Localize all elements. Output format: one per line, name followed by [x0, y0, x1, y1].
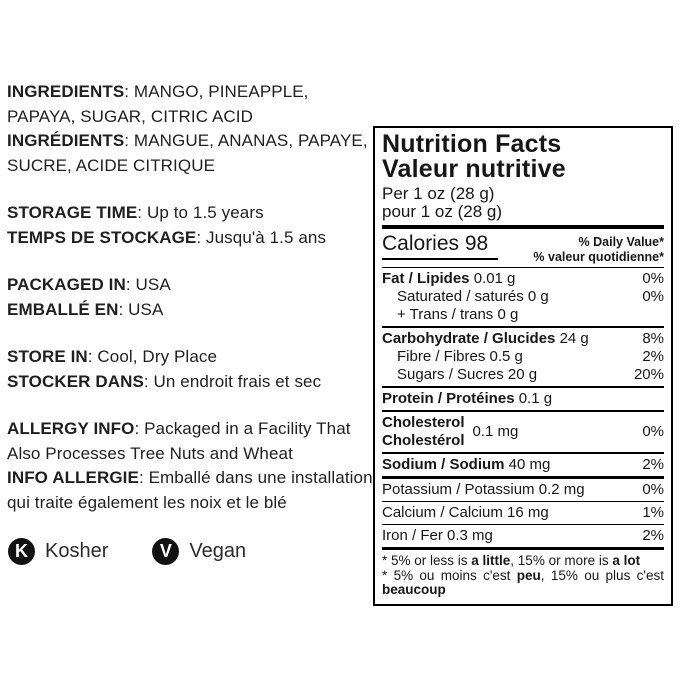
- store-in-text-en: : Cool, Dry Place: [87, 347, 218, 366]
- storage-time-text-en: : Up to 1.5 years: [137, 203, 264, 222]
- divider: [382, 326, 664, 328]
- allergy-info-label-en: ALLERGY INFO: [7, 419, 135, 438]
- cholesterol-amount: 0.1 mg: [472, 423, 519, 440]
- allergy-info-text-en: : Packaged in a Facility That Also Proce…: [7, 419, 351, 463]
- storage-time-block: STORAGE TIME: Up to 1.5 years TEMPS DE S…: [7, 201, 375, 250]
- iron-dv: 2%: [642, 527, 664, 544]
- nutrient-row-fat: Fat / Lipides 0.01 g 0%: [382, 270, 664, 288]
- allergy-info-text-fr: : Emballé dans une installation qui trai…: [7, 468, 373, 512]
- cholesterol-name-en: Cholesterol: [382, 414, 465, 431]
- divider: [382, 410, 664, 412]
- fat-amount: 0.01 g: [473, 270, 516, 287]
- sodium-name: Sodium / Sodium: [382, 456, 505, 473]
- saturated-dv: 0%: [642, 288, 664, 305]
- footnote-fr: * 5% ou moins c'est peu, 15% ou plus c'e…: [382, 567, 664, 597]
- nutrient-row-saturated: Saturated / saturés 0 g 0%: [382, 288, 664, 306]
- fat-name: Fat / Lipides: [382, 270, 470, 287]
- nutrient-row-sugars: Sugars / Sucres 20 g 20%: [382, 366, 664, 384]
- ingredients-text-en: : MANGO, PINEAPPLE, PAPAYA, SUGAR, CITRI…: [7, 82, 309, 126]
- certification-badges: K Kosher V Vegan: [8, 538, 375, 565]
- cholesterol-name-fr: Cholestérol: [382, 432, 465, 449]
- sodium-dv: 2%: [642, 456, 664, 473]
- allergy-info-label-fr: INFO ALLERGIE: [7, 468, 139, 487]
- nutrient-row-trans: + Trans / trans 0 g: [382, 306, 664, 324]
- calcium-name: Calcium / Calcium 16 mg: [382, 504, 549, 521]
- divider-thick-top: [382, 225, 664, 229]
- packaged-in-text-fr: : USA: [118, 299, 164, 319]
- vegan-label: Vegan: [189, 540, 247, 562]
- divider: [382, 547, 664, 550]
- divider: [382, 524, 664, 525]
- fat-dv: 0%: [642, 270, 664, 287]
- divider: [382, 501, 664, 502]
- nutrition-title-en: Nutrition Facts: [382, 130, 562, 158]
- calcium-dv: 1%: [642, 504, 664, 521]
- divider: [382, 267, 664, 268]
- store-in-label-en: STORE IN: [7, 347, 88, 366]
- vegan-icon: V: [152, 538, 180, 565]
- footnote-en: * 5% or less is a little, 15% or more is…: [382, 553, 641, 568]
- kosher-badge: K Kosher: [8, 538, 108, 565]
- daily-value-header-en: % Daily Value*: [578, 235, 664, 249]
- sodium-amount: 40 mg: [508, 456, 551, 473]
- iron-name: Iron / Fer 0.3 mg: [382, 527, 493, 544]
- nutrient-row-iron: Iron / Fer 0.3 mg 2%: [382, 527, 664, 545]
- fibre-name: Fibre / Fibres 0.5 g: [397, 348, 523, 365]
- potassium-name: Potassium / Potassium 0.2 mg: [382, 481, 585, 498]
- kosher-icon: K: [8, 538, 35, 565]
- packaged-in-block: PACKAGED IN: USA EMBALLÉ EN: USA: [7, 273, 375, 322]
- divider: [382, 452, 664, 454]
- sugars-dv: 20%: [633, 366, 664, 383]
- calories-row: Calories 98 % Daily Value* % valeur quot…: [382, 229, 664, 265]
- packaged-in-text-en: : USA: [125, 275, 171, 294]
- serving-size-fr: pour 1 oz (28 g): [382, 202, 503, 221]
- kosher-label: Kosher: [45, 540, 109, 562]
- calories-value: Calories 98: [382, 232, 499, 260]
- nutrient-row-fibre: Fibre / Fibres 0.5 g 2%: [382, 348, 664, 366]
- store-in-text-fr: : Un endroit frais et sec: [143, 371, 322, 391]
- ingredients-text-fr: : MANGUE, ANANAS, PAPAYE, SUCRE, ACIDE C…: [7, 131, 368, 175]
- store-in-label-fr: STOCKER DANS: [7, 371, 144, 391]
- daily-value-footnote: * 5% or less is a little, 15% or more is…: [382, 552, 664, 598]
- carbohydrate-dv: 8%: [642, 330, 664, 347]
- divider: [382, 476, 664, 479]
- storage-time-label-en: STORAGE TIME: [7, 203, 138, 222]
- nutrient-row-protein: Protein / Protéines 0.1 g: [382, 390, 664, 408]
- sugars-name: Sugars / Sucres 20 g: [397, 366, 538, 383]
- allergy-info-block: ALLERGY INFO: Packaged in a Facility Tha…: [7, 417, 375, 515]
- nutrition-facts-panel: Nutrition Facts Valeur nutritive Per 1 o…: [373, 126, 673, 606]
- store-in-block: STORE IN: Cool, Dry Place STOCKER DANS: …: [7, 345, 375, 394]
- product-info-column: INGREDIENTS: MANGO, PINEAPPLE, PAPAYA, S…: [7, 80, 375, 565]
- packaged-in-label-en: PACKAGED IN: [7, 275, 126, 294]
- nutrient-row-sodium: Sodium / Sodium 40 mg 2%: [382, 456, 664, 474]
- protein-name: Protein / Protéines: [382, 390, 515, 407]
- cholesterol-dv: 0%: [642, 423, 664, 440]
- serving-size-en: Per 1 oz (28 g): [382, 184, 495, 203]
- nutrient-row-calcium: Calcium / Calcium 16 mg 1%: [382, 504, 664, 522]
- trans-name: + Trans / trans 0 g: [397, 306, 519, 323]
- potassium-dv: 0%: [642, 481, 664, 498]
- storage-time-label-fr: TEMPS DE STOCKAGE: [7, 227, 197, 247]
- nutrient-row-cholesterol: Cholesterol Cholestérol 0.1 mg 0%: [382, 414, 664, 450]
- carbohydrate-amount: 24 g: [559, 330, 589, 347]
- nutrient-row-potassium: Potassium / Potassium 0.2 mg 0%: [382, 481, 664, 499]
- protein-amount: 0.1 g: [518, 390, 553, 407]
- nutrient-row-carbohydrate: Carbohydrate / Glucides 24 g 8%: [382, 330, 664, 348]
- ingredients-label-fr: INGRÉDIENTS: [7, 131, 125, 150]
- storage-time-text-fr: : Jusqu'à 1.5 ans: [196, 227, 327, 247]
- daily-value-header-fr: % valeur quotidienne*: [533, 250, 664, 264]
- daily-value-header: % Daily Value* % valeur quotidienne*: [533, 232, 664, 265]
- carbohydrate-name: Carbohydrate / Glucides: [382, 330, 556, 347]
- packaged-in-label-fr: EMBALLÉ EN: [7, 299, 119, 319]
- ingredients-block: INGREDIENTS: MANGO, PINEAPPLE, PAPAYA, S…: [7, 80, 375, 178]
- vegan-badge: V Vegan: [152, 538, 246, 565]
- divider: [382, 386, 664, 388]
- saturated-name: Saturated / saturés 0 g: [397, 288, 549, 305]
- nutrition-title-fr: Valeur nutritive: [382, 155, 566, 183]
- ingredients-label-en: INGREDIENTS: [7, 82, 125, 101]
- fibre-dv: 2%: [642, 348, 664, 365]
